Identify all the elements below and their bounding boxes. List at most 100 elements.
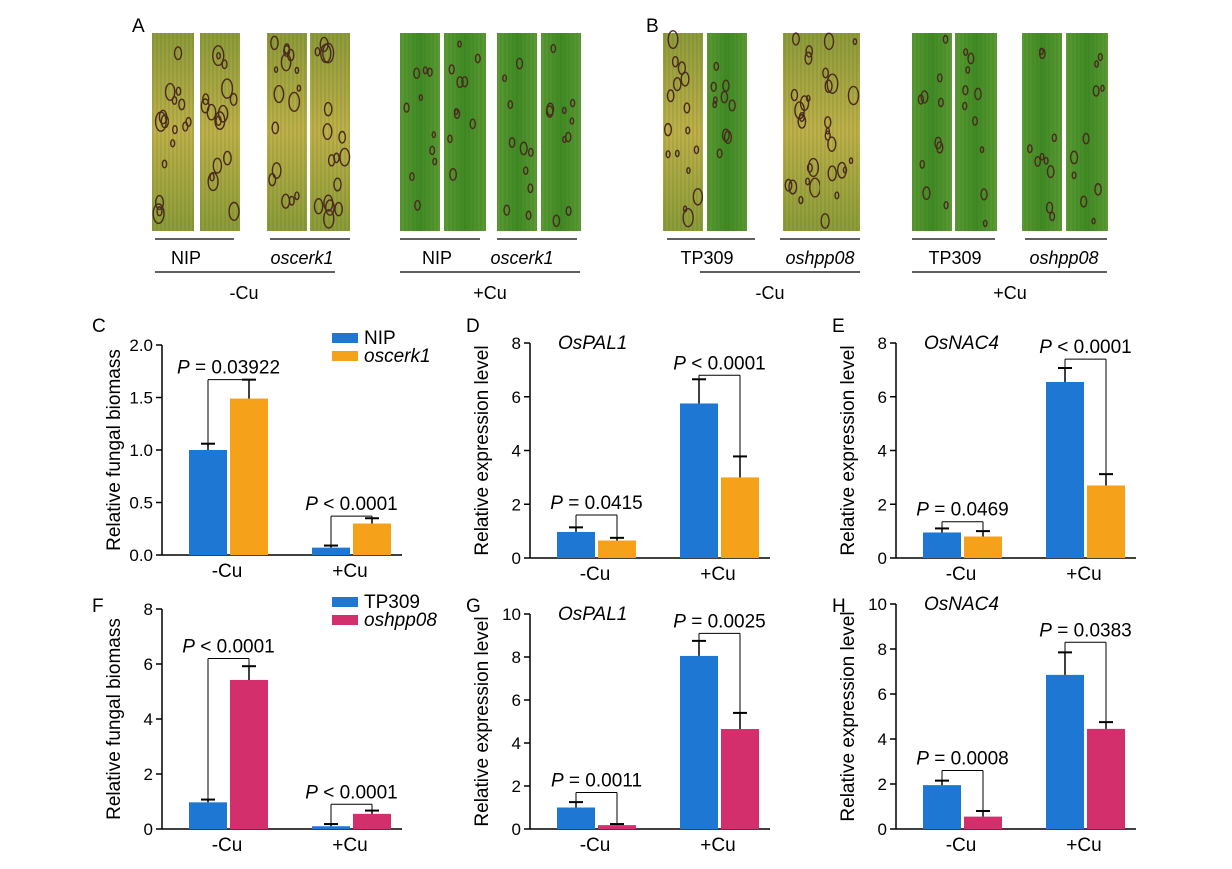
p-symbol: P — [177, 358, 190, 379]
leaf-lesion — [824, 130, 831, 141]
bar — [964, 536, 1002, 558]
p-symbol: P — [673, 611, 686, 632]
treatment-label: +Cu — [993, 283, 1027, 303]
leaf-lesion — [666, 89, 675, 103]
leaf-lesion — [967, 52, 975, 65]
panel-label-b: B — [646, 16, 659, 37]
leaf-lesion — [271, 162, 282, 179]
x-tick-label: +Cu — [1066, 564, 1101, 585]
leaf-lesion — [1046, 165, 1055, 179]
leaf-lesion — [682, 205, 688, 213]
leaf-lesion — [667, 30, 679, 50]
genotype-label: NIP — [422, 248, 452, 268]
leaf-lesion — [214, 111, 226, 131]
bar — [721, 477, 759, 558]
leaf-lesion — [804, 51, 813, 65]
p-value: = 0.0008 — [929, 749, 1009, 770]
leaf-lesion — [569, 98, 576, 108]
y-tick-label: 0 — [512, 549, 521, 568]
panel-label: F — [92, 596, 104, 617]
leaf-lesion — [338, 130, 347, 144]
y-tick-label: 8 — [512, 648, 521, 667]
p-value-label: P = 0.03922 — [177, 358, 280, 379]
p-value: < 0.0001 — [318, 782, 398, 803]
bar — [189, 450, 227, 555]
p-value: = 0.0011 — [564, 770, 642, 791]
leaf-veins — [912, 33, 952, 231]
leaf-lesion — [325, 199, 335, 216]
y-tick-label: 4 — [878, 442, 887, 461]
leaf-lesion — [215, 115, 222, 127]
leaf-lesion — [456, 76, 464, 89]
legend-swatch — [332, 597, 358, 607]
leaf-lesion — [461, 76, 469, 88]
legend-label: NIP — [364, 328, 396, 349]
leaf-lesion — [1034, 155, 1041, 167]
leaf-lesion — [825, 127, 831, 135]
y-tick-label: 10 — [502, 605, 521, 624]
leaf-lesion — [712, 96, 718, 104]
leaf-lesion — [672, 76, 682, 92]
leaf-lesion — [228, 201, 240, 221]
x-tick-label: -Cu — [946, 564, 977, 585]
leaf-lesion — [797, 114, 807, 129]
leaf-lesion — [720, 90, 729, 104]
y-tick-label: 0.0 — [129, 546, 153, 565]
leaf-lesion — [847, 85, 860, 106]
legend-swatch — [332, 615, 358, 625]
y-tick-label: 10 — [868, 595, 887, 614]
y-axis-label: Relative expression level — [838, 611, 859, 821]
leaf-lesion — [515, 57, 524, 70]
genotype-labels: NIP oscerk1 NIP oscerk1 -Cu +Cu TP309 os… — [155, 238, 1107, 303]
leaf-lesion — [942, 34, 949, 44]
leaf-lesion — [432, 157, 438, 166]
leaf-lesion — [663, 122, 673, 137]
leaf-lesion — [334, 201, 343, 217]
p-value: = 0.0415 — [563, 493, 643, 514]
treatment-label: -Cu — [229, 283, 258, 303]
leaf-lesion — [1082, 132, 1090, 145]
leaf-lesion — [409, 172, 415, 182]
bar — [1087, 728, 1125, 829]
leaf-lesion — [962, 85, 969, 96]
leaf-lesion — [665, 150, 671, 159]
leaf-lesion — [922, 186, 931, 201]
leaf-lesion — [270, 35, 279, 51]
chart-title: OsPAL1 — [558, 604, 627, 625]
leaf-veins — [663, 33, 703, 231]
leaf-lesion — [327, 154, 336, 167]
x-tick-label: +Cu — [332, 835, 367, 856]
panel-label-a: A — [132, 16, 145, 37]
bar — [923, 532, 961, 558]
leaf-lesion — [805, 45, 813, 58]
genotype-label: TP309 — [680, 248, 733, 268]
legend-label: oscerk1 — [364, 346, 431, 367]
bar — [230, 679, 268, 829]
leaf-lesion — [1049, 211, 1056, 222]
chart-title: OsNAC4 — [924, 333, 999, 354]
p-value-label: P = 0.0383 — [1039, 620, 1131, 641]
legend-swatch — [332, 333, 358, 343]
leaf-lesion — [806, 163, 813, 173]
leaf-lesion — [824, 79, 833, 93]
leaf-lesion — [457, 40, 462, 48]
p-symbol: P — [916, 749, 929, 770]
leaf-lesion — [1094, 183, 1102, 196]
leaf-photo-panels: A B NIP oscerk1 NIP oscerk1 -Cu +Cu TP30… — [132, 16, 1108, 303]
y-tick-label: 2 — [878, 495, 887, 514]
leaf-lesion — [313, 198, 324, 215]
p-symbol: P — [1039, 337, 1052, 358]
leaf-lesion — [934, 136, 942, 150]
leaf-lesion — [522, 166, 529, 176]
leaf-lesion — [527, 183, 534, 194]
legend-label: oshpp08 — [364, 610, 437, 631]
y-tick-label: 4 — [878, 730, 887, 749]
bar — [189, 802, 227, 829]
leaf-lesion — [474, 53, 481, 64]
leaf-lesion — [207, 172, 219, 192]
chart-title: OsPAL1 — [558, 333, 627, 354]
leaf-lesion — [1039, 47, 1044, 56]
p-value: = 0.0469 — [929, 500, 1009, 521]
x-tick-label: +Cu — [700, 564, 735, 585]
